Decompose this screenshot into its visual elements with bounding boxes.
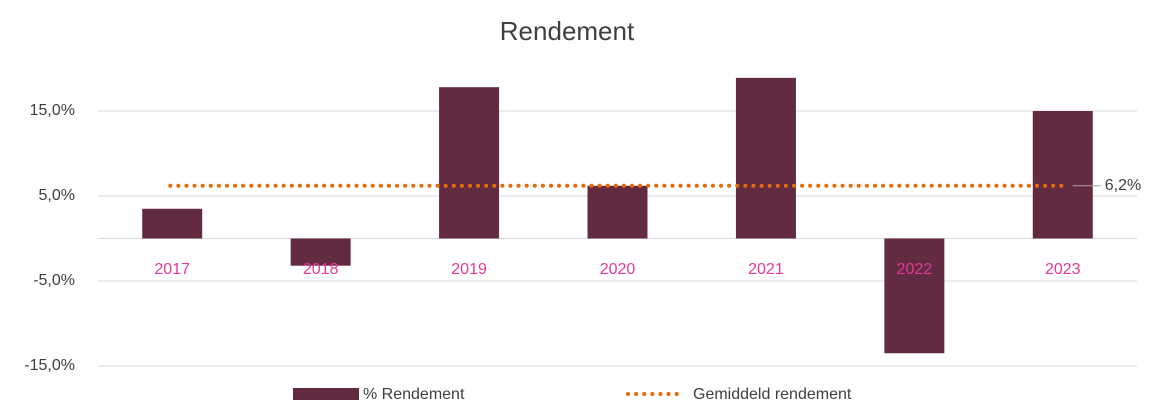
bar	[735, 77, 796, 239]
x-tick-label: 2018	[303, 261, 339, 278]
x-tick-label: 2023	[1045, 261, 1081, 278]
data-label: 6,2%	[1105, 177, 1141, 194]
x-tick-label: 2021	[748, 261, 784, 278]
y-tick-label: -5,0%	[33, 272, 75, 289]
legend-swatch	[293, 388, 359, 400]
bar	[290, 238, 351, 266]
legend-label: Gemiddeld rendement	[693, 386, 852, 403]
bar	[587, 185, 648, 239]
y-tick-label: 15,0%	[30, 102, 75, 119]
bar	[142, 208, 203, 239]
y-tick-label: -15,0%	[24, 357, 75, 374]
chart-title: Rendement	[500, 16, 635, 46]
x-tick-label: 2020	[600, 261, 636, 278]
x-tick-label: 2019	[451, 261, 487, 278]
bar	[439, 87, 500, 239]
bar	[884, 238, 945, 354]
y-tick-label: 5,0%	[39, 187, 75, 204]
x-tick-label: 2017	[154, 261, 190, 278]
x-tick-label: 2022	[897, 261, 933, 278]
bar	[1032, 111, 1093, 239]
legend-label: % Rendement	[363, 386, 465, 403]
